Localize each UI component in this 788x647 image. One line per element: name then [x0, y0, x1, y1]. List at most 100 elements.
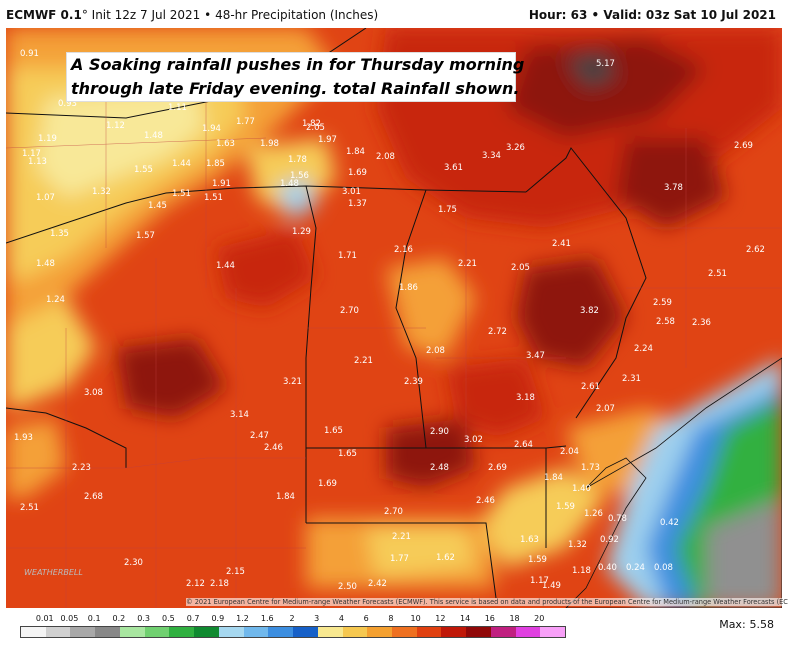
colorbar-tick-label: 0.01 [35, 614, 54, 623]
colorbar-swatch [392, 627, 417, 637]
precip-value: 0.92 [600, 535, 619, 545]
colorbar-tick-label: 0.7 [186, 614, 200, 623]
precip-value: 2.70 [340, 306, 359, 316]
precip-value: 3.47 [526, 351, 545, 361]
precip-value: 1.12 [106, 121, 125, 131]
precip-value: 0.93 [58, 99, 77, 109]
precip-value: 2.05 [306, 123, 325, 133]
precip-value: 1.84 [544, 473, 563, 483]
precip-value: 1.48 [144, 131, 163, 141]
precip-value: 2.69 [734, 141, 753, 151]
valid-value: 03z Sat 10 Jul 2021 [645, 8, 776, 22]
precip-value: 1.48 [36, 259, 55, 269]
colorbar-swatch [194, 627, 219, 637]
max-label: Max: [719, 618, 746, 631]
colorbar-swatch [293, 627, 318, 637]
precip-value: 2.46 [476, 496, 495, 506]
precip-value: 1.26 [584, 509, 603, 519]
precip-value: 1.91 [212, 179, 231, 189]
precip-value: 1.59 [528, 555, 547, 565]
precip-value: 2.42 [368, 579, 387, 589]
precip-value: 1.94 [202, 124, 221, 134]
precip-value: 0.91 [20, 49, 39, 59]
precip-value: 2.41 [552, 239, 571, 249]
precip-value: 2.12 [186, 579, 205, 589]
precip-value: 0.78 [608, 514, 627, 524]
colorbar-swatch [490, 627, 516, 637]
colorbar-tick-label: 8 [388, 614, 394, 623]
colorbar-tick-label: 3 [314, 614, 320, 623]
precip-value: 1.71 [338, 251, 357, 261]
precip-value: 1.59 [556, 502, 575, 512]
precip-value: 1.65 [338, 449, 357, 459]
forecast-callout: A Soaking rainfall pushes in for Thursda… [66, 52, 525, 102]
precip-value: 2.36 [692, 318, 711, 328]
colorbar-swatch [441, 627, 467, 637]
precip-value: 3.01 [342, 187, 361, 197]
precip-value: 3.02 [464, 435, 483, 445]
colorbar-swatch [144, 627, 170, 637]
precip-value: 1.93 [14, 433, 33, 443]
colorbar-swatch [169, 627, 195, 637]
header-title: ECMWF 0.1° Init 12z 7 Jul 2021 • 48-hr P… [6, 8, 378, 22]
precip-value: 2.61 [581, 382, 600, 392]
precip-value: 2.21 [458, 259, 477, 269]
precip-value: 2.72 [488, 327, 507, 337]
precip-value: 1.77 [236, 117, 255, 127]
colorbar-swatch [540, 627, 566, 637]
colorbar-tick-label: 16 [484, 614, 495, 623]
precip-value: 1.51 [204, 193, 223, 203]
colorbar-tick-label: 18 [509, 614, 520, 623]
precip-value: 3.61 [444, 163, 463, 173]
precip-value: 1.82 [302, 119, 321, 129]
colorbar-tick-label: 6 [363, 614, 369, 623]
precip-value: 2.70 [384, 507, 403, 517]
precip-value: 2.51 [20, 503, 39, 513]
precip-value: 5.17 [596, 59, 615, 69]
callout-line-1: A Soaking rainfall pushes in for Thursda… [71, 55, 525, 74]
precip-value: 0.42 [660, 518, 679, 528]
precip-value: 1.56 [290, 171, 309, 181]
precip-value: 3.14 [230, 410, 249, 420]
precip-value: 2.58 [656, 317, 675, 327]
precip-value: 2.08 [426, 346, 445, 356]
precip-value: 3.18 [516, 393, 535, 403]
hour-label: Hour: [528, 8, 567, 22]
colorbar-tick-label: 20 [534, 614, 545, 623]
precipitation-map: 0.91 5.17 0.93 1.11 1.77 1.82 1.12 1.48 1.94 2.05… [6, 28, 782, 608]
precip-value: 1.24 [46, 295, 65, 305]
precip-value: 3.78 [664, 183, 683, 193]
precip-value: 2.18 [210, 579, 229, 589]
colorbar-tick-label: 12 [435, 614, 446, 623]
precip-value: 3.08 [84, 388, 103, 398]
precip-value: 1.19 [38, 134, 57, 144]
precip-value: 2.31 [622, 374, 641, 384]
colorbar-swatch [317, 627, 343, 637]
precip-value: 2.51 [708, 269, 727, 279]
colorbar-tick-label: 0.05 [60, 614, 79, 623]
precip-value: 1.44 [172, 159, 191, 169]
precip-value: 1.65 [324, 426, 343, 436]
precip-value: 2.21 [392, 532, 411, 542]
precip-value: 2.64 [514, 440, 533, 450]
precip-value: 1.44 [216, 261, 235, 271]
precip-value: 1.63 [520, 535, 539, 545]
precip-value: 2.15 [226, 567, 245, 577]
precip-value: 2.16 [394, 245, 413, 255]
precip-value: 1.07 [36, 193, 55, 203]
precip-value: 1.69 [348, 168, 367, 178]
colorbar-swatch [119, 627, 145, 637]
precip-value: 1.69 [318, 479, 337, 489]
precip-value: 0.24 [626, 563, 645, 573]
precip-value: 1.63 [216, 139, 235, 149]
precip-value: 1.98 [260, 139, 279, 149]
header-bar: ECMWF 0.1° Init 12z 7 Jul 2021 • 48-hr P… [0, 0, 788, 28]
precip-value: 3.82 [580, 306, 599, 316]
colorbar-tick-label: 0.5 [161, 614, 175, 623]
header-valid: Hour: 63 • Valid: 03z Sat 10 Jul 2021 [529, 8, 776, 22]
colorbar-tick-label: 0.9 [211, 614, 225, 623]
degree-symbol: ° [81, 8, 88, 22]
precip-value: 2.21 [354, 356, 373, 366]
separator: • [591, 8, 600, 22]
colorbar-swatch [466, 627, 491, 637]
